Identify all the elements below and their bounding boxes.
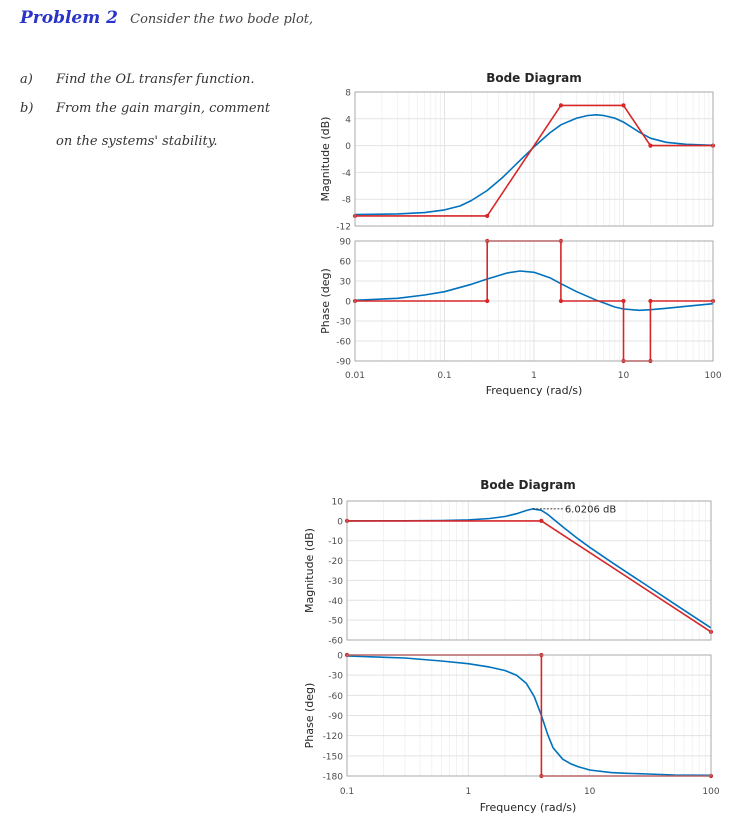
chart-2-magnitude-y-tick-label: -50: [328, 617, 343, 627]
chart-1-magnitude-breakpoint-marker: [621, 103, 626, 108]
chart-1-magnitude-y-axis-label: Magnitude (dB): [319, 117, 332, 202]
chart-1-magnitude-breakpoint-marker: [648, 143, 653, 148]
chart-1-phase-asymptote-line: [355, 240, 713, 362]
chart-1-x-tick-label: 1: [531, 371, 537, 381]
chart-1-magnitude-y-tick-label: 0: [345, 142, 351, 152]
chart-2-magnitude-y-tick-label: -10: [328, 537, 343, 547]
chart-1-phase-y-tick-label: -30: [336, 318, 351, 328]
chart-1-magnitude-frame: [354, 91, 714, 227]
problem-statement: Problem 2 Consider the two bode plot,: [20, 8, 313, 28]
chart-2-phase-y-tick-label: -150: [323, 752, 344, 762]
chart-1-phase-y-tick-label: -90: [336, 358, 351, 368]
chart-1-magnitude-y-tick-label: -4: [342, 169, 351, 179]
chart-2-x-tick-label: 10: [584, 787, 596, 797]
question-a-label: a): [20, 72, 33, 87]
chart-2-x-tick-label: 0.1: [340, 787, 354, 797]
chart-1-phase-y-tick-label: 30: [340, 278, 352, 288]
chart-1-title: Bode Diagram: [486, 71, 582, 85]
chart-1-phase-y-tick-label: 60: [340, 258, 352, 268]
chart-2-magnitude-y-tick-label: -40: [328, 597, 343, 607]
chart-2-magnitude-y-tick-label: -30: [328, 577, 343, 587]
chart-2-magnitude-y-axis-label: Magnitude (dB): [303, 528, 316, 613]
chart-1-magnitude-y-tick-label: 8: [345, 89, 351, 99]
chart-2-magnitude-y-tick-label: -60: [328, 637, 343, 647]
chart-1-magnitude-breakpoint-marker: [485, 213, 490, 219]
chart-1-magnitude-y-tick-label: -8: [342, 196, 351, 206]
chart-2-magnitude-frame: [346, 500, 712, 641]
chart-1-x-tick-label: 100: [704, 371, 721, 381]
chart-2-x-tick-label: 100: [702, 787, 719, 797]
chart-2-x-tick-label: 1: [465, 787, 471, 797]
chart-2-phase-exact-line: [346, 655, 712, 777]
problem-heading: Problem 2: [20, 8, 118, 28]
chart-1-magnitude-y-tick-label: -12: [336, 223, 351, 233]
chart-2-phase-y-tick-label: -60: [328, 692, 343, 702]
chart-1-magnitude-breakpoint-marker: [558, 103, 564, 108]
question-a: a) Find the OL transfer function.: [20, 72, 255, 87]
chart-1-phase-breakpoint-marker: [621, 298, 626, 304]
chart-2-phase-y-tick-label: 0: [337, 652, 343, 662]
chart-1-phase-breakpoint-marker: [558, 298, 564, 304]
chart-2-magnitude-breakpoint-marker: [539, 518, 544, 523]
chart-1-phase-y-axis-label: Phase (deg): [319, 268, 332, 334]
question-a-text: Find the OL transfer function.: [56, 72, 255, 87]
chart-1-phase-exact-line: [354, 270, 714, 312]
question-b: b) From the gain margin, comment: [20, 101, 270, 116]
chart-2-phase-y-tick-label: -180: [323, 773, 344, 783]
chart-1-phase-frame: [354, 240, 714, 362]
chart-2-phase-y-tick-label: -90: [328, 712, 343, 722]
question-b-continuation: on the systems' stability.: [56, 134, 218, 149]
chart-1-x-axis-label: Frequency (rad/s): [486, 384, 583, 397]
chart-2-title: Bode Diagram: [480, 478, 576, 492]
chart-1-phase-breakpoint-marker: [648, 298, 653, 304]
chart-1-phase-y-tick-label: -60: [336, 338, 351, 348]
chart-1-x-tick-label: 0.01: [345, 371, 365, 381]
chart-1-phase-breakpoint-marker: [485, 298, 490, 304]
chart-1-magnitude-asymptote-line: [355, 104, 713, 217]
question-b-label: b): [20, 101, 34, 116]
chart-2-annotation-label: 6.0206 dB: [565, 504, 617, 515]
chart-2-phase-y-tick-label: -30: [328, 672, 343, 682]
chart-2-magnitude-y-tick-label: -20: [328, 557, 343, 567]
problem-intro: Consider the two bode plot,: [130, 12, 314, 27]
chart-2-magnitude-y-tick-label: 10: [332, 498, 344, 508]
chart-2-magnitude-y-tick-label: 0: [337, 517, 343, 527]
chart-2-magnitude-plot-area: [347, 501, 711, 640]
chart-1-phase-y-tick-label: 90: [340, 238, 352, 248]
chart-2-phase-y-tick-label: -120: [323, 732, 344, 742]
question-b-text: From the gain margin, comment: [56, 101, 271, 116]
chart-2-phase-frame: [346, 654, 712, 777]
chart-1-magnitude-y-tick-label: 4: [345, 115, 351, 125]
chart-2-magnitude-exact-line: [346, 508, 712, 629]
chart-1-phase-y-tick-label: 0: [345, 298, 351, 308]
chart-2-x-axis-label: Frequency (rad/s): [480, 801, 577, 814]
chart-1-x-tick-label: 10: [618, 371, 630, 381]
chart-2-phase-y-axis-label: Phase (deg): [303, 683, 316, 749]
chart-1-x-tick-label: 0.1: [437, 371, 451, 381]
